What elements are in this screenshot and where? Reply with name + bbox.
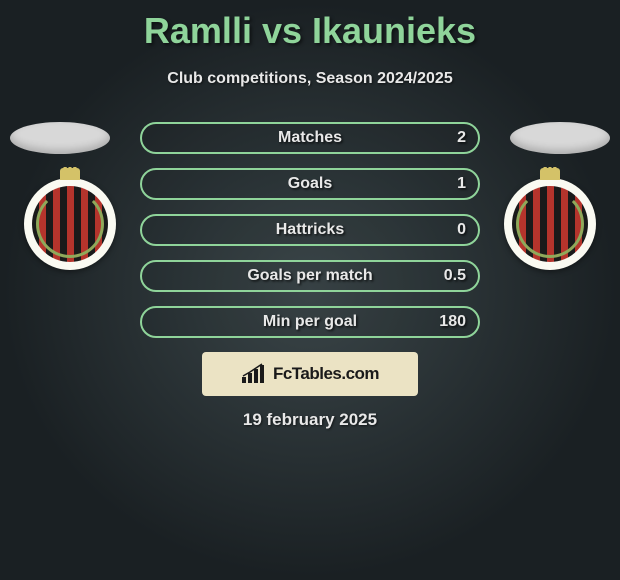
stat-row: Matches 2 bbox=[140, 122, 480, 154]
stat-value: 0 bbox=[457, 221, 466, 239]
stat-row: Goals per match 0.5 bbox=[140, 260, 480, 292]
brand-name: FcTables.com bbox=[273, 364, 379, 384]
crest-shield-icon bbox=[32, 186, 108, 262]
stat-value: 2 bbox=[457, 129, 466, 147]
crest-shield-icon bbox=[512, 186, 588, 262]
stat-value: 0.5 bbox=[444, 267, 466, 285]
stat-row: Min per goal 180 bbox=[140, 306, 480, 338]
player-placeholder-left bbox=[10, 122, 110, 154]
stat-label: Min per goal bbox=[142, 313, 478, 331]
stats-panel: Matches 2 Goals 1 Hattricks 0 Goals per … bbox=[140, 122, 480, 352]
date-text: 19 february 2025 bbox=[0, 410, 620, 430]
laurel-icon bbox=[36, 190, 104, 258]
club-crest-left bbox=[24, 178, 116, 270]
brand-badge: FcTables.com bbox=[202, 352, 418, 396]
season-subtitle: Club competitions, Season 2024/2025 bbox=[0, 70, 620, 88]
laurel-icon bbox=[516, 190, 584, 258]
stat-value: 1 bbox=[457, 175, 466, 193]
crown-icon bbox=[60, 168, 80, 180]
stat-label: Hattricks bbox=[142, 221, 478, 239]
stat-value: 180 bbox=[439, 313, 466, 331]
stat-label: Goals per match bbox=[142, 267, 478, 285]
stat-label: Matches bbox=[142, 129, 478, 147]
club-crest-right bbox=[504, 178, 596, 270]
player-placeholder-right bbox=[510, 122, 610, 154]
bar-chart-icon bbox=[241, 363, 267, 385]
page-title: Ramlli vs Ikaunieks bbox=[0, 0, 620, 52]
stat-label: Goals bbox=[142, 175, 478, 193]
stat-row: Goals 1 bbox=[140, 168, 480, 200]
stat-row: Hattricks 0 bbox=[140, 214, 480, 246]
crown-icon bbox=[540, 168, 560, 180]
